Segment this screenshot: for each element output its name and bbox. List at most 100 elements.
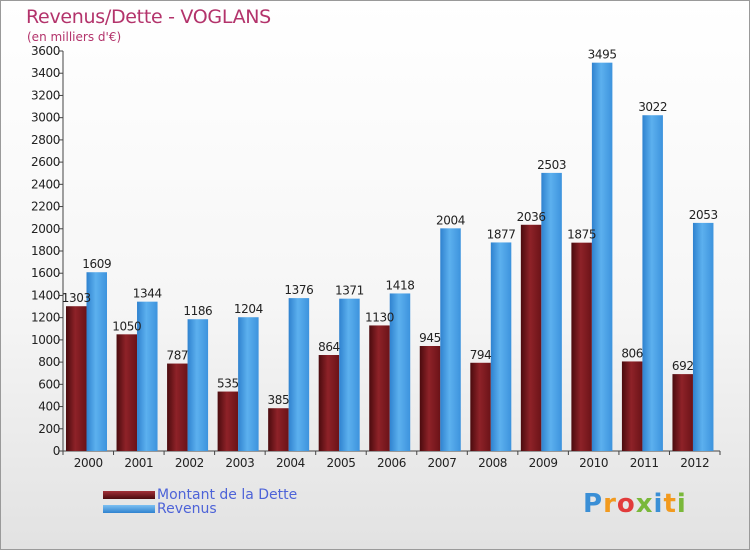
- legend-label-revenus: Revenus: [157, 501, 217, 517]
- x-tick-label: 2010: [579, 456, 608, 470]
- bar-dette: [318, 355, 340, 451]
- logo-letter: r: [603, 489, 617, 519]
- logo-letter: o: [616, 489, 636, 519]
- data-label-revenus: 2004: [436, 213, 465, 227]
- bar-revenus: [591, 62, 613, 452]
- data-label-dette: 535: [217, 377, 239, 391]
- bar-revenus: [642, 115, 663, 451]
- y-tick-label: 3600: [31, 44, 60, 58]
- y-tick-label: 2000: [31, 222, 60, 236]
- y-tick-label: 1600: [31, 266, 60, 280]
- data-label-dette: 787: [166, 349, 188, 363]
- bar-dette: [66, 306, 87, 451]
- bar-revenus: [288, 298, 310, 451]
- data-label-dette: 692: [672, 359, 694, 373]
- y-tick-label: 3400: [31, 66, 60, 80]
- y-tick-label: 400: [38, 400, 60, 414]
- data-label-revenus: 1371: [335, 284, 364, 298]
- bar-revenus: [339, 298, 360, 451]
- bar-dette: [470, 362, 491, 451]
- y-tick-label: 2800: [31, 133, 60, 147]
- logo-letter: i: [676, 489, 687, 519]
- logo-letter: P: [583, 489, 604, 519]
- y-tick-label: 600: [38, 377, 60, 391]
- data-label-dette: 864: [318, 340, 340, 354]
- y-tick-label: 2200: [31, 200, 60, 214]
- bar-revenus: [86, 272, 107, 451]
- data-label-dette: 1050: [112, 319, 141, 333]
- data-label-dette: 1303: [62, 291, 91, 305]
- bar-dette: [268, 408, 289, 451]
- data-label-revenus: 2503: [537, 158, 566, 172]
- y-tick-label: 1400: [31, 288, 60, 302]
- logo-letter: x: [635, 489, 654, 519]
- y-tick-label: 2600: [31, 155, 60, 169]
- bar-revenus: [389, 293, 411, 451]
- data-label-dette: 806: [621, 346, 643, 360]
- legend-label-dette: Montant de la Dette: [157, 487, 298, 503]
- bar-dette: [419, 346, 441, 451]
- data-label-dette: 794: [470, 348, 492, 362]
- x-tick-label: 2000: [74, 456, 103, 470]
- x-tick-label: 2001: [124, 456, 153, 470]
- y-tick-label: 1200: [31, 311, 60, 325]
- x-tick-label: 2004: [276, 456, 305, 470]
- bar-dette: [369, 325, 390, 451]
- chart-title: Revenus/Dette - VOGLANS: [26, 6, 271, 28]
- bar-dette: [520, 224, 542, 451]
- bar-revenus: [490, 242, 512, 451]
- legend-item-dette: Montant de la Dette: [103, 487, 297, 503]
- bar-revenus: [541, 172, 562, 451]
- y-tick-label: 0: [53, 444, 60, 458]
- data-label-dette: 945: [419, 331, 441, 345]
- y-tick-label: 1000: [31, 333, 60, 347]
- data-label-revenus: 1204: [234, 302, 263, 316]
- x-tick-label: 2005: [326, 456, 355, 470]
- proxiti-logo: Proxiti: [583, 489, 687, 519]
- y-tick-label: 2400: [31, 177, 60, 191]
- data-label-dette: 1875: [567, 228, 596, 242]
- x-tick-label: 2009: [529, 456, 558, 470]
- x-tick-label: 2011: [630, 456, 659, 470]
- data-label-revenus: 1186: [183, 304, 212, 318]
- bar-revenus: [187, 319, 209, 451]
- y-tick-label: 3200: [31, 88, 60, 102]
- logo-letter: t: [663, 489, 677, 519]
- data-label-revenus: 1877: [487, 227, 516, 241]
- y-tick-label: 200: [38, 422, 60, 436]
- chart-subtitle: (en milliers d'€): [27, 30, 122, 44]
- data-label-revenus: 1344: [133, 287, 162, 301]
- data-label-revenus: 2053: [689, 208, 718, 222]
- bar-revenus: [440, 228, 461, 451]
- x-tick-label: 2002: [175, 456, 204, 470]
- y-tick-label: 800: [38, 355, 60, 369]
- bar-revenus: [692, 222, 714, 451]
- legend-swatch-revenus: [103, 505, 155, 513]
- data-label-revenus: 3022: [638, 100, 667, 114]
- x-tick-label: 2007: [428, 456, 457, 470]
- bar-dette: [571, 242, 592, 451]
- data-label-dette: 385: [268, 393, 290, 407]
- x-tick-label: 2006: [377, 456, 406, 470]
- bar-dette: [217, 391, 239, 451]
- bar-revenus: [137, 301, 158, 451]
- x-tick-label: 2008: [478, 456, 507, 470]
- data-label-revenus: 3495: [588, 48, 617, 62]
- data-label-revenus: 1376: [284, 283, 313, 297]
- x-tick-label: 2012: [680, 456, 709, 470]
- bar-dette: [672, 374, 693, 451]
- data-label-dette: 2036: [517, 210, 546, 224]
- y-tick-label: 1800: [31, 244, 60, 258]
- x-tick-label: 2003: [225, 456, 254, 470]
- legend-swatch-dette: [103, 491, 155, 499]
- logo-letter: i: [653, 489, 664, 519]
- data-label-dette: 1130: [365, 310, 394, 324]
- bar-revenus: [238, 317, 259, 451]
- bar-dette: [621, 361, 643, 451]
- y-tick-label: 3000: [31, 111, 60, 125]
- bar-dette: [167, 363, 188, 451]
- bar-dette: [116, 334, 138, 451]
- data-label-revenus: 1609: [82, 257, 111, 271]
